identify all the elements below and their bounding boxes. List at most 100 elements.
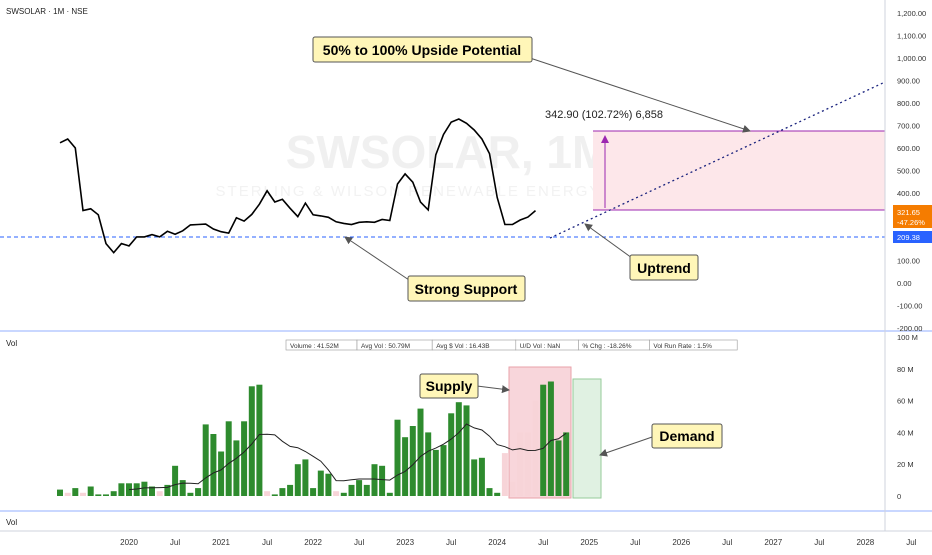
- price-tick-label: 800.00: [897, 99, 920, 108]
- volume-bar: [517, 432, 523, 496]
- volume-bar: [241, 421, 247, 496]
- time-tick-label: 2025: [580, 538, 598, 547]
- volume-bar: [479, 458, 485, 496]
- volume-bar: [88, 487, 94, 497]
- time-tick-label: 2022: [304, 538, 322, 547]
- demand-note-arrow: [600, 436, 655, 455]
- volume-bar: [364, 485, 370, 496]
- supply-note-text: Supply: [426, 378, 473, 394]
- price-tick-label: 1,100.00: [897, 32, 926, 41]
- volume-bar: [187, 493, 193, 496]
- price-tick-label: -200.00: [897, 324, 922, 333]
- volume-bar: [471, 459, 477, 496]
- volume-average-line: [129, 424, 566, 490]
- volume-bar: [80, 493, 86, 496]
- volume-bar: [494, 493, 500, 496]
- volume-bar: [226, 421, 232, 496]
- volume-bar: [441, 445, 447, 496]
- price-tick-label: 900.00: [897, 77, 920, 86]
- volume-bar: [279, 488, 285, 496]
- volume-bar: [264, 491, 270, 496]
- volume-tick-label: 80 M: [897, 365, 914, 374]
- volume-stat-text: U/D Vol : NaN: [520, 343, 561, 350]
- volume-stat-text: Vol Run Rate : 1.5%: [653, 343, 712, 350]
- volume-stat-text: % Chg : -18.26%: [582, 343, 631, 350]
- price-tick-label: -100.00: [897, 302, 922, 311]
- last-price-value: 321.65: [897, 208, 920, 217]
- volume-bar: [157, 491, 163, 496]
- volume-bar: [510, 482, 516, 496]
- volume-bar: [349, 485, 355, 496]
- volume-bar: [333, 491, 339, 496]
- volume-bar: [272, 494, 278, 496]
- symbol-title: SWSOLAR · 1M · NSE: [6, 7, 88, 16]
- volume-bar: [410, 426, 416, 496]
- volume-bar: [65, 493, 71, 496]
- volume-bar: [118, 483, 124, 496]
- volume-bar: [487, 488, 493, 496]
- volume-tick-label: 100 M: [897, 333, 918, 342]
- support-note-arrow: [345, 237, 412, 282]
- time-tick-label: 2026: [672, 538, 690, 547]
- volume-bar: [418, 409, 424, 496]
- volume-bar: [256, 385, 262, 496]
- time-tick-label: Jul: [722, 538, 732, 547]
- volume-bar: [525, 432, 531, 496]
- volume-bar: [111, 491, 117, 496]
- last-price-change: -47.26%: [897, 218, 925, 227]
- volume-bar: [218, 452, 224, 497]
- volume-bar: [540, 385, 546, 496]
- volume-bar: [233, 440, 239, 496]
- price-tick-label: 100.00: [897, 257, 920, 266]
- volume-bar: [502, 453, 508, 496]
- volume-bar: [203, 424, 209, 496]
- price-tick-label: 0.00: [897, 279, 912, 288]
- time-tick-label: 2021: [212, 538, 230, 547]
- volume-bar: [302, 459, 308, 496]
- volume-tick-label: 40 M: [897, 428, 914, 437]
- time-tick-label: Jul: [630, 538, 640, 547]
- time-tick-label: Jul: [446, 538, 456, 547]
- volume-bar: [95, 494, 101, 496]
- volume-tick-label: 0: [897, 492, 901, 501]
- volume-tick-label: 20 M: [897, 460, 914, 469]
- volume-stat-text: Avg $ Vol : 16.43B: [436, 343, 489, 350]
- volume-bar: [195, 488, 201, 496]
- volume-bar: [287, 485, 293, 496]
- volume-bar: [172, 466, 178, 496]
- time-tick-label: Jul: [262, 538, 272, 547]
- volume-bar: [210, 434, 216, 496]
- volume-bar: [548, 382, 554, 497]
- time-tick-label: 2027: [764, 538, 782, 547]
- price-tick-label: 1,000.00: [897, 54, 926, 63]
- time-tick-label: Jul: [814, 538, 824, 547]
- lower-panel-label: Vol: [6, 518, 17, 527]
- volume-bar: [57, 490, 63, 496]
- volume-bar: [563, 432, 569, 496]
- demand-zone: [573, 379, 601, 498]
- top-note-text: 50% to 100% Upside Potential: [323, 42, 521, 58]
- uptrend-note-text: Uptrend: [637, 260, 691, 276]
- time-tick-label: Jul: [354, 538, 364, 547]
- support-value: 209.38: [897, 233, 920, 242]
- time-tick-label: Jul: [906, 538, 916, 547]
- volume-panel-label: Vol: [6, 339, 17, 348]
- uptrend-note-arrow: [585, 224, 632, 258]
- volume-bar: [556, 440, 562, 496]
- volume-bar: [533, 401, 539, 496]
- volume-bar: [456, 402, 462, 496]
- volume-bar: [372, 464, 378, 496]
- supply-note-arrow: [477, 386, 509, 390]
- volume-bar: [341, 493, 347, 496]
- volume-bar: [318, 471, 324, 496]
- demand-note-text: Demand: [659, 428, 714, 444]
- volume-bar: [433, 450, 439, 496]
- volume-stat-text: Avg Vol : 50.79M: [361, 343, 410, 350]
- price-tick-label: 700.00: [897, 122, 920, 131]
- watermark-ticker: SWSOLAR, 1M: [286, 126, 611, 178]
- time-tick-label: 2023: [396, 538, 414, 547]
- volume-bar: [141, 482, 147, 496]
- volume-bar: [387, 493, 393, 496]
